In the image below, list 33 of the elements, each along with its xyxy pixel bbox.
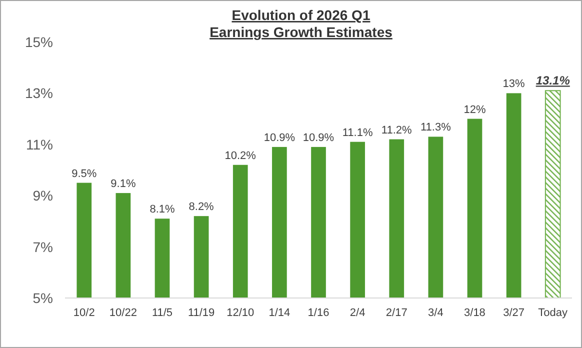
data-label: 11.3% <box>420 122 452 134</box>
data-label: 9.5% <box>72 168 97 180</box>
y-tick-label: 13% <box>24 85 53 102</box>
data-label: 11.1% <box>342 126 373 139</box>
data-label: 8.2% <box>188 201 214 214</box>
data-label: 10.2% <box>224 150 256 162</box>
x-tick-label: 3/27 <box>503 307 525 319</box>
data-label: 12% <box>464 104 486 116</box>
y-tick-label: 11% <box>26 136 53 152</box>
x-tick-label: 12/10 <box>226 307 254 319</box>
data-label: 11.2% <box>381 124 412 136</box>
x-tick-label: 1/16 <box>308 307 330 319</box>
x-tick-label: 3/4 <box>428 307 444 319</box>
x-tick-label: 2/17 <box>386 307 408 319</box>
x-tick-label: 3/18 <box>464 307 486 319</box>
data-label: 10.9% <box>264 132 296 144</box>
y-tick-label: 9% <box>32 188 53 204</box>
y-tick-label: 5% <box>32 290 53 306</box>
x-tick-label: 2/4 <box>350 307 366 319</box>
data-label: 13.1% <box>536 74 570 88</box>
y-tick-label: 7% <box>32 238 53 255</box>
data-label: 8.1% <box>150 204 176 216</box>
data-label: 9.1% <box>110 178 136 190</box>
x-tick-label: 1/14 <box>268 307 290 319</box>
x-tick-label: 10/22 <box>109 307 137 319</box>
chart-title: Evolution of 2026 Q1 Earnings Growth Estimates <box>210 7 393 40</box>
data-label: 10.9% <box>302 132 334 144</box>
y-tick-label: 15% <box>24 34 53 50</box>
x-tick-label: Today <box>538 307 568 319</box>
data-label: 13% <box>502 78 526 90</box>
x-tick-label: 11/19 <box>188 307 215 319</box>
x-tick-label: 10/2 <box>73 307 95 319</box>
x-tick-label: 11/5 <box>152 307 173 319</box>
